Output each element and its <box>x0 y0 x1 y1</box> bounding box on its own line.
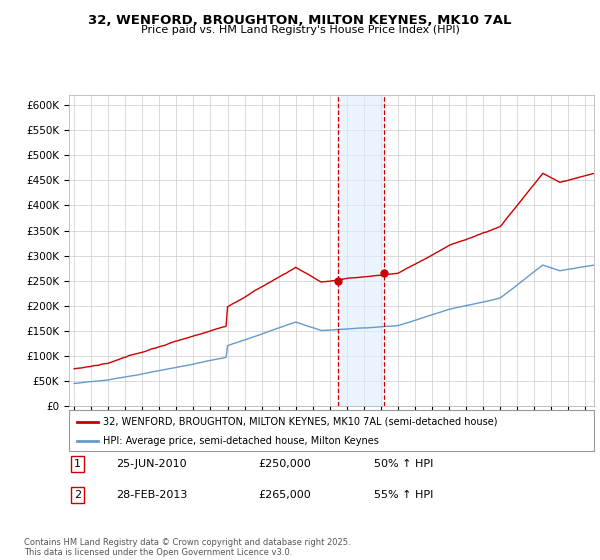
Text: 55% ↑ HPI: 55% ↑ HPI <box>373 490 433 500</box>
Text: 2: 2 <box>74 490 82 500</box>
Text: Price paid vs. HM Land Registry's House Price Index (HPI): Price paid vs. HM Land Registry's House … <box>140 25 460 35</box>
Text: 1: 1 <box>0 559 1 560</box>
Text: 32, WENFORD, BROUGHTON, MILTON KEYNES, MK10 7AL: 32, WENFORD, BROUGHTON, MILTON KEYNES, M… <box>88 14 512 27</box>
Text: Contains HM Land Registry data © Crown copyright and database right 2025.
This d: Contains HM Land Registry data © Crown c… <box>24 538 350 557</box>
Text: 32, WENFORD, BROUGHTON, MILTON KEYNES, MK10 7AL (semi-detached house): 32, WENFORD, BROUGHTON, MILTON KEYNES, M… <box>103 417 497 427</box>
Text: £250,000: £250,000 <box>258 459 311 469</box>
Text: 50% ↑ HPI: 50% ↑ HPI <box>373 459 433 469</box>
Text: 28-FEB-2013: 28-FEB-2013 <box>116 490 188 500</box>
Text: 2: 2 <box>0 559 1 560</box>
Text: 25-JUN-2010: 25-JUN-2010 <box>116 459 187 469</box>
Text: HPI: Average price, semi-detached house, Milton Keynes: HPI: Average price, semi-detached house,… <box>103 436 379 446</box>
Text: £265,000: £265,000 <box>258 490 311 500</box>
Text: 1: 1 <box>74 459 81 469</box>
FancyBboxPatch shape <box>69 410 594 451</box>
